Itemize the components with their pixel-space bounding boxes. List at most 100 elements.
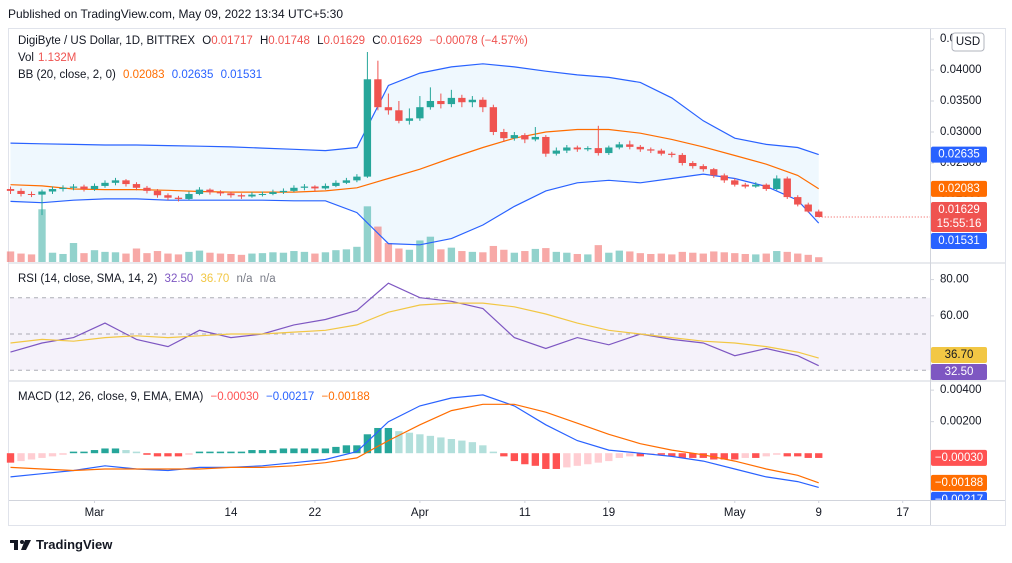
candle-body <box>479 99 487 108</box>
ohlc-letter: O <box>202 35 212 47</box>
candle-body <box>447 97 456 105</box>
currency-button[interactable]: USD <box>951 32 985 52</box>
candle-body <box>752 184 760 187</box>
volume-bar <box>395 248 403 262</box>
rsi-na: n/a <box>236 273 253 285</box>
candle-body <box>405 118 414 121</box>
volume-bar <box>405 249 414 262</box>
candle-body <box>636 146 644 150</box>
macd-hist-bar <box>216 451 225 454</box>
legend-volume: Vol 1.132M <box>18 52 80 64</box>
candle-body <box>153 190 162 196</box>
rsi-name: RSI (14, close, SMA, 14, 2) <box>18 273 158 285</box>
candle-body <box>300 186 309 188</box>
countdown-label: 15:55:16 <box>937 218 982 230</box>
macd-value: −0.00217 <box>266 391 315 403</box>
published-header: Published on TradingView.com, May 09, 20… <box>8 7 343 21</box>
rsi-value: 32.50 <box>164 273 194 285</box>
macd-hist-bar <box>416 434 424 454</box>
ohlc-letter: H <box>259 35 269 47</box>
candle-body <box>384 107 393 111</box>
candle-body <box>668 153 676 155</box>
price-badge <box>931 364 987 380</box>
bb-value: 0.02083 <box>123 69 165 81</box>
volume-bar <box>122 253 130 262</box>
volume-bar <box>731 253 739 262</box>
candle-body <box>216 192 225 194</box>
volume-bar <box>206 252 214 262</box>
candle-body <box>269 192 277 194</box>
volume-bar <box>510 252 519 262</box>
macd-hist-bar <box>363 434 372 454</box>
x-tick-label: Apr <box>411 507 429 519</box>
macd-hist-bar <box>69 451 78 454</box>
ohlc-value: 0.01717 <box>211 35 253 47</box>
macd-name: MACD (12, 26, close, 9, EMA, EMA) <box>18 391 204 403</box>
candle-body <box>468 99 477 103</box>
axis-badges: 36.70 32.50 <box>931 347 987 380</box>
candle-body <box>804 204 812 212</box>
macd-line <box>10 394 819 488</box>
candle-body <box>17 190 25 194</box>
macd-hist-bar <box>636 453 644 457</box>
macd-hist-bar <box>332 446 340 454</box>
volume-bar <box>153 251 162 262</box>
macd-hist-bar <box>6 453 15 463</box>
macd-hist-bar <box>689 453 697 458</box>
macd-hist-bar <box>122 450 130 454</box>
candle-body <box>38 191 46 195</box>
candle-body <box>426 100 435 108</box>
macd-hist-bar <box>300 448 309 454</box>
ohlc-letter: L <box>317 35 324 47</box>
candle-body <box>132 184 141 188</box>
y-tick-label: 80.00 <box>940 274 969 286</box>
candle-body <box>185 193 193 199</box>
candle-body <box>521 135 529 140</box>
macd-hist-bar <box>342 445 351 454</box>
macd-hist-bar <box>741 453 749 458</box>
price-badge <box>931 491 987 500</box>
macd-hist-bar <box>594 453 602 463</box>
volume-bar <box>290 251 298 262</box>
x-tick-label: 9 <box>816 507 822 519</box>
volume-bar <box>647 253 655 262</box>
rsi-line <box>10 302 819 359</box>
volume-bar <box>27 254 36 262</box>
macd-hist-bar <box>101 448 109 454</box>
volume-bar <box>794 253 802 262</box>
candle-body <box>731 180 739 185</box>
brand-name: TradingView <box>36 537 113 552</box>
candle-body <box>615 144 623 148</box>
macd-hist-bar <box>227 451 235 454</box>
candle-body <box>80 186 88 190</box>
macd-hist-bar <box>542 453 550 469</box>
volume-bar <box>416 240 424 262</box>
candle-body <box>773 178 781 190</box>
macd-hist-bar <box>353 445 361 454</box>
candle-body <box>279 190 288 193</box>
macd-hist-bar <box>248 450 256 454</box>
volume-bar <box>447 247 456 262</box>
volume-bar <box>174 254 183 262</box>
y-tick-label: 0.04000 <box>940 64 982 76</box>
legend-bb: BB (20, close, 2, 0) 0.02083 0.02635 0.0… <box>18 69 266 81</box>
macd-hist-bar <box>374 427 382 454</box>
volume-bar <box>17 253 25 262</box>
volume-bar <box>38 209 46 262</box>
volume-bar <box>804 254 812 262</box>
price-badge <box>931 201 987 232</box>
price-badge-label: 0.02635 <box>938 149 980 161</box>
bb-line <box>10 63 819 156</box>
macd-hist-bar <box>405 432 414 454</box>
macd-hist-bar <box>174 453 183 457</box>
x-tick-label: Mar <box>85 507 105 519</box>
volume-bar <box>269 252 277 262</box>
volume-bar <box>90 250 99 262</box>
volume-bar <box>311 253 319 262</box>
legend-macd: MACD (12, 26, close, 9, EMA, EMA) −0.000… <box>18 391 374 403</box>
candle-body <box>510 135 519 139</box>
brand-footer: TradingView <box>10 537 112 552</box>
volume-bar <box>542 248 550 262</box>
macd-hist-bar <box>510 453 519 462</box>
candle-body <box>174 197 183 199</box>
